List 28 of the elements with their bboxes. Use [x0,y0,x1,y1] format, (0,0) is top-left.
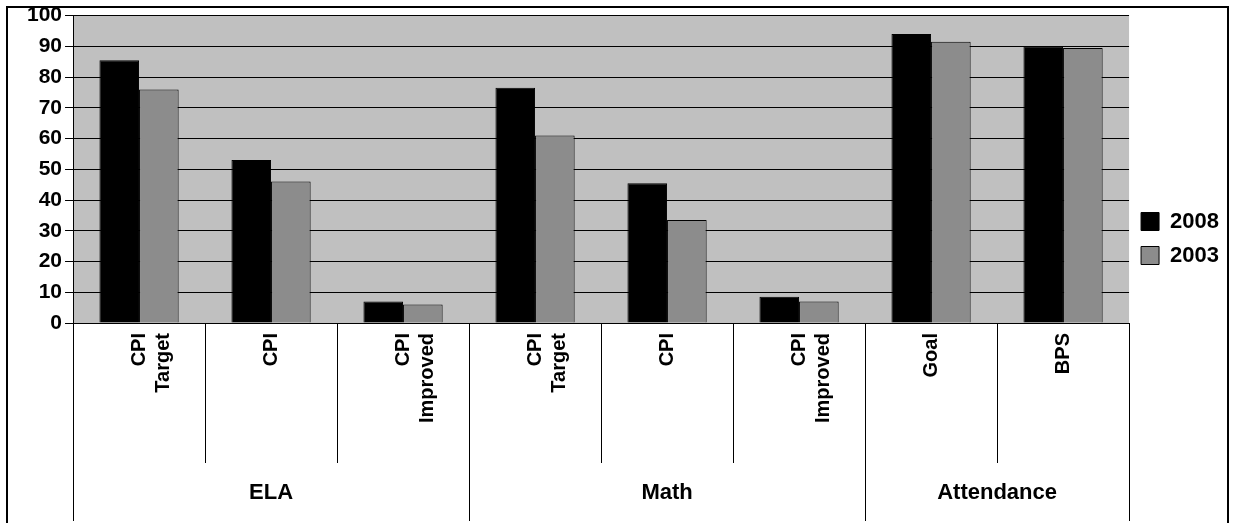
category-label: Improved [810,333,833,424]
y-tick-label: 20 [38,248,63,272]
legend-label: 2008 [1170,207,1220,233]
text: Math [641,479,693,505]
category-label: CPI [126,333,149,367]
y-tick-label: 0 [50,309,63,333]
y-tick-label: 60 [38,125,63,149]
category-label: CPI [390,333,413,367]
category-label: Target [150,333,173,393]
y-tick-label: 40 [38,186,63,210]
y-tick-label: 30 [38,217,63,241]
text: ELA [249,479,294,505]
text: Attendance [937,479,1057,505]
category-label: Goal [918,333,941,378]
y-tick-label: 80 [38,63,63,87]
y-tick-label: 10 [38,279,63,303]
legend-label: 2003 [1170,241,1220,267]
y-tick-label: 70 [38,94,63,118]
category-label: CPI [654,333,677,367]
bar [759,296,800,323]
category-label: Target [546,333,569,393]
category-label: BPS [1050,333,1073,375]
category-label: CPI [522,333,545,367]
category-label: Improved [414,333,437,424]
category-label: CPI [786,333,809,367]
y-tick-label: 50 [38,156,63,180]
category-label: CPI [258,333,281,367]
y-tick-label: 90 [38,33,63,57]
